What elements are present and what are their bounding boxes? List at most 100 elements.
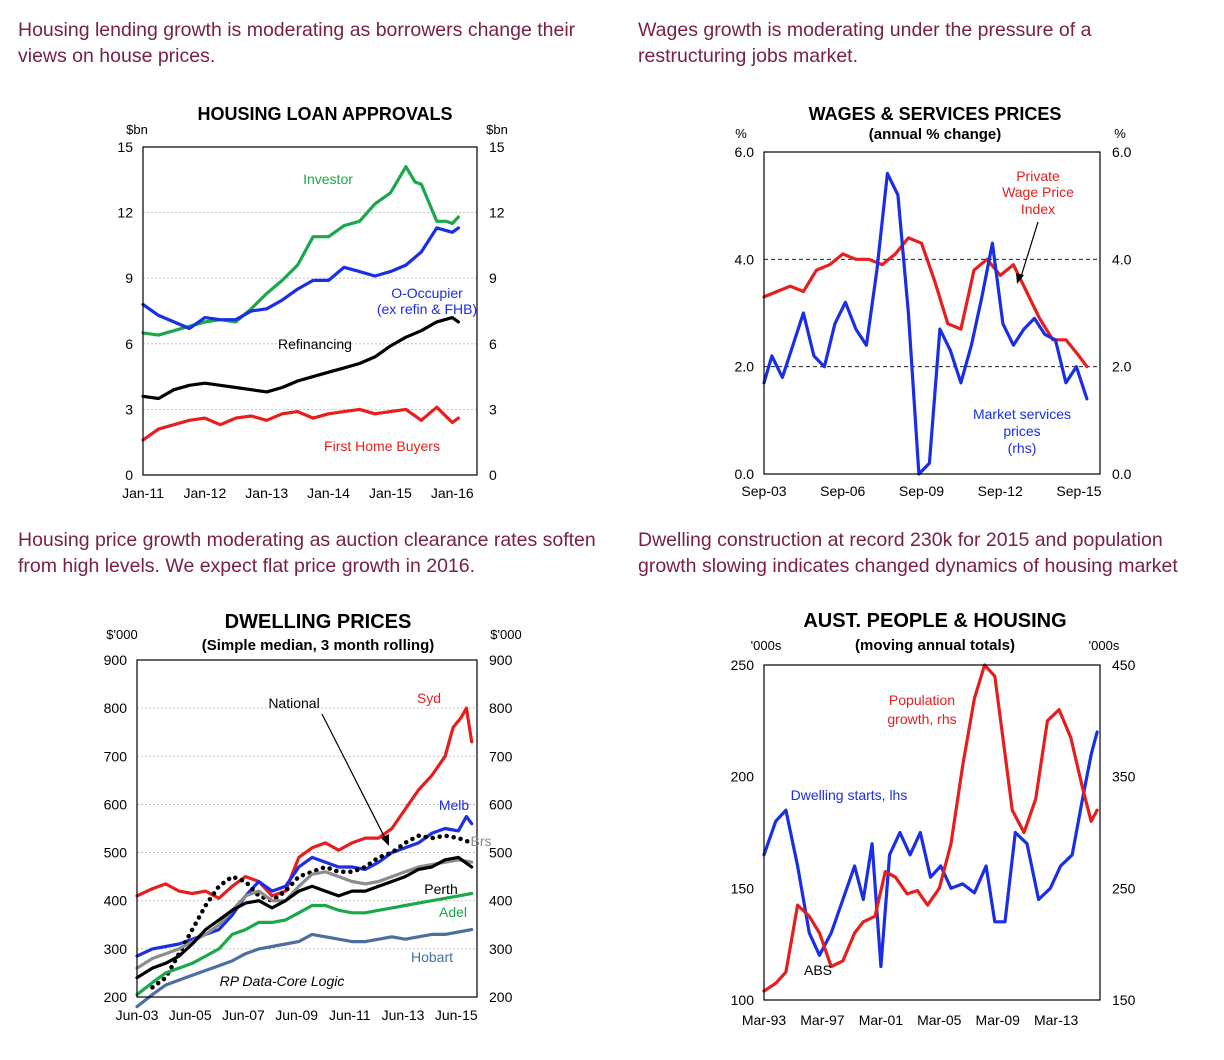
chart-subtitle: (moving annual totals)	[855, 637, 1015, 654]
chart-wages: WAGES & SERVICES PRICES (annual % change)…	[735, 104, 1132, 499]
series-label: Market services	[973, 406, 1071, 422]
y-tick-label-left: 200	[731, 769, 755, 785]
series-label: Dwelling starts, lhs	[791, 787, 908, 803]
y-tick-label-right: 800	[489, 700, 513, 716]
y-tick-label-right: 12	[489, 205, 505, 221]
series-line-refinancing	[141, 316, 460, 401]
x-tick-label: Jan-12	[183, 485, 226, 501]
y-tick-label-left: 0	[125, 467, 133, 483]
y-tick-label-left: 15	[117, 139, 133, 155]
x-tick-label: Mar-13	[1034, 1012, 1079, 1028]
source-label: RP Data-Core Logic	[220, 973, 345, 989]
x-tick-label: Mar-05	[917, 1012, 962, 1028]
y-tick-label-left: 250	[731, 657, 755, 673]
series-line-population-growth-rhs	[762, 663, 1099, 993]
y-tick-label-right: 6	[489, 336, 497, 352]
series-line-dwelling-starts-lhs	[762, 730, 1099, 969]
caption-top-left: Housing lending growth is moderating as …	[18, 19, 576, 67]
y-tick-label-right: 900	[489, 652, 513, 668]
series-label: Investor	[303, 171, 353, 187]
chart-subtitle: (annual % change)	[869, 126, 1002, 143]
series-line-first-home-buyers	[141, 405, 460, 442]
y-tick-label-left: 700	[104, 748, 128, 764]
chart-title: WAGES & SERVICES PRICES	[809, 104, 1062, 124]
x-tick-label: Sep-09	[899, 483, 944, 499]
series-label: prices	[1003, 423, 1040, 439]
x-tick-label: Jan-14	[307, 485, 350, 501]
y-tick-label-right: 200	[489, 989, 513, 1005]
unit-right: %	[1114, 126, 1126, 141]
y-tick-label-left: 12	[117, 205, 133, 221]
series-label: First Home Buyers	[324, 438, 440, 454]
y-tick-label-right: 6.0	[1112, 144, 1132, 160]
y-tick-label-right: 9	[489, 270, 497, 286]
chart-title: AUST. PEOPLE & HOUSING	[803, 610, 1066, 632]
x-tick-label: Jun-09	[275, 1007, 318, 1023]
unit-right: '000s	[1089, 638, 1120, 653]
plot-frame	[142, 146, 478, 476]
arrow-wage-index	[1019, 221, 1039, 281]
unit-left: $'000	[106, 627, 137, 642]
y-tick-label-right: 450	[1112, 657, 1136, 673]
x-tick-label: Jan-15	[369, 485, 412, 501]
x-tick-label: Mar-93	[742, 1012, 787, 1028]
x-tick-label: Jun-15	[435, 1007, 478, 1023]
x-tick-label: Jun-07	[222, 1007, 265, 1023]
series-label: Refinancing	[278, 336, 352, 352]
y-tick-label-left: 200	[104, 989, 128, 1005]
y-tick-label-left: 400	[104, 893, 128, 909]
series-line-investor	[141, 165, 460, 337]
x-tick-label: Jun-11	[329, 1007, 371, 1023]
y-tick-label-right: 2.0	[1112, 359, 1132, 375]
y-tick-label-left: 0.0	[735, 466, 755, 482]
series-label: Population	[889, 692, 955, 708]
y-tick-label-left: 100	[731, 992, 755, 1008]
y-tick-label-left: 6	[125, 336, 133, 352]
caption-top-right: Wages growth is moderating under the pre…	[638, 19, 1092, 67]
y-tick-label-right: 150	[1112, 992, 1136, 1008]
y-tick-label-right: 600	[489, 796, 513, 812]
series-label: (rhs)	[1008, 440, 1037, 456]
plot-frame	[136, 659, 478, 998]
unit-left: '000s	[751, 638, 782, 653]
chart-title: DWELLING PRICES	[225, 611, 412, 633]
series-label: Adel	[439, 904, 467, 920]
y-tick-label-left: 800	[104, 700, 128, 716]
x-tick-label: Jan-13	[245, 485, 288, 501]
y-tick-label-right: 4.0	[1112, 251, 1132, 267]
chart-housing: HOUSING LOAN APPROVALS $bn $bn 0 3 6 9 12 15 0 3 6 9…	[117, 104, 507, 501]
x-tick-label: Sep-06	[820, 483, 865, 499]
series-line-syd	[135, 706, 474, 900]
chart-subtitle: (Simple median, 3 month rolling)	[202, 637, 435, 654]
y-tick-label-right: 0	[489, 467, 497, 483]
plot-frame	[763, 151, 1101, 475]
caption-bottom-left: Housing price growth moderating as aucti…	[18, 529, 596, 577]
series-line-perth	[135, 855, 474, 980]
y-tick-label-left: 2.0	[735, 359, 755, 375]
series-label: Melb	[439, 797, 470, 813]
x-tick-label: Mar-09	[976, 1012, 1021, 1028]
x-tick-label: Sep-12	[978, 483, 1023, 499]
y-tick-label-left: 9	[125, 270, 133, 286]
x-tick-label: Jun-03	[116, 1007, 159, 1023]
annotation-arrows	[321, 221, 1039, 846]
series-label: growth, rhs	[887, 711, 956, 727]
x-tick-label: Jun-05	[169, 1007, 212, 1023]
x-tick-label: Jan-11	[122, 485, 164, 501]
x-tick-label: Jun-13	[382, 1007, 425, 1023]
caption-bottom-right: Dwelling construction at record 230k for…	[638, 529, 1178, 577]
y-tick-label-left: 300	[104, 941, 128, 957]
x-tick-label: Mar-01	[859, 1012, 904, 1028]
y-tick-label-right: 400	[489, 893, 513, 909]
y-tick-label-right: 350	[1112, 769, 1136, 785]
y-tick-label-right: 15	[489, 139, 505, 155]
source-label: ABS	[804, 962, 832, 978]
y-tick-label-left: 4.0	[735, 251, 755, 267]
arrowhead	[1016, 273, 1024, 284]
arrow-national	[321, 713, 387, 841]
y-tick-label-right: 700	[489, 748, 513, 764]
series-label: Perth	[424, 881, 457, 897]
y-tick-label-right: 250	[1112, 880, 1136, 896]
series-label: Index	[1021, 201, 1055, 217]
